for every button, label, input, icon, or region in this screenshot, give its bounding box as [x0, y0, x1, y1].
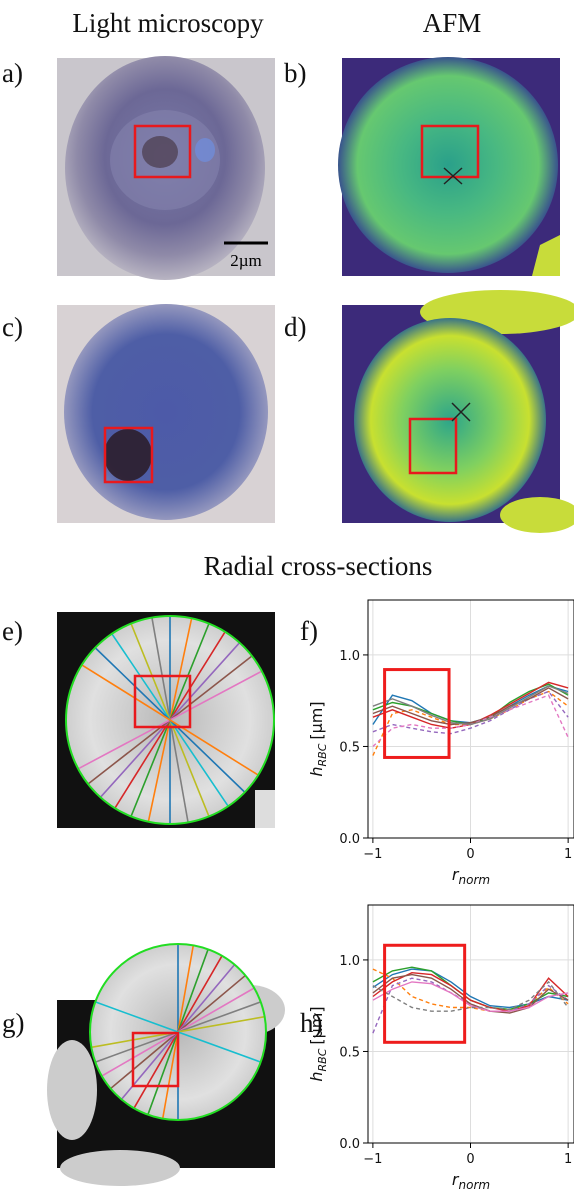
series-line: [372, 981, 569, 1012]
label-unit: [µm]: [307, 1006, 326, 1044]
label-sub: RBC: [316, 743, 329, 766]
cell-outline: [89, 943, 267, 1121]
radial-line: [81, 664, 259, 776]
label-sub: RBC: [316, 1048, 329, 1071]
highlight-box: [383, 943, 467, 1044]
y-axis-label: hRBC [µm]: [307, 701, 329, 776]
image-b: [338, 57, 560, 276]
image-d: [342, 290, 574, 533]
y-tick-label: 1.0: [339, 954, 360, 969]
y-tick-label: 0.5: [339, 1045, 360, 1060]
y-tick-label: 0.0: [339, 1137, 360, 1152]
panel-label: a): [2, 58, 23, 88]
axes-frame: [367, 599, 574, 839]
y-axis-label: hRBC [µm]: [307, 1006, 329, 1081]
cell-outline: [65, 615, 275, 825]
panel-label: f): [300, 616, 318, 646]
image-a: 2µm: [57, 56, 275, 280]
y-tick-label: 0.0: [339, 832, 360, 847]
image-g: [47, 943, 285, 1186]
label-unit: [µm]: [307, 701, 326, 739]
axes-frame: [367, 904, 574, 1144]
x-axis-label: rnorm: [452, 865, 490, 887]
y-tick-label: 0.5: [339, 740, 360, 755]
panel-label: c): [2, 312, 23, 342]
highlight-box: [383, 668, 451, 759]
series-line: [372, 685, 569, 726]
x-tick-label: −1: [363, 847, 382, 862]
series-line: [372, 977, 569, 1034]
panel-label: e): [2, 616, 23, 646]
panel-label: d): [284, 312, 307, 342]
scale-bar-label: 2µm: [230, 251, 262, 270]
image-e: [57, 612, 275, 828]
label-main: r: [452, 1170, 460, 1189]
panel-label: b): [284, 58, 307, 88]
x-tick-label: 0: [466, 1152, 474, 1167]
image-c: [57, 304, 275, 523]
label-main: h: [307, 766, 326, 776]
series-line: [372, 973, 569, 1014]
panel-label: g): [2, 1008, 25, 1038]
highlight-box: [131, 1031, 180, 1088]
x-tick-label: 1: [564, 847, 572, 862]
y-tick-label: 1.0: [339, 649, 360, 664]
highlight-box: [133, 674, 192, 729]
label-main: h: [307, 1071, 326, 1081]
column-title: Light microscopy: [72, 8, 264, 38]
x-axis-label: rnorm: [452, 1170, 490, 1192]
label-main: r: [452, 865, 460, 884]
series-line: [372, 687, 569, 726]
x-tick-label: 0: [466, 847, 474, 862]
column-title: AFM: [423, 8, 482, 38]
line-chart: −1 0 1 0.0 0.5 1.0 rnorm hRBC [µm]: [307, 904, 574, 1192]
series-line: [372, 980, 569, 1012]
x-tick-label: −1: [363, 1152, 382, 1167]
section-title: Radial cross-sections: [204, 551, 433, 581]
label-sub: norm: [459, 1178, 491, 1192]
series-line: [372, 690, 569, 735]
label-sub: norm: [459, 873, 491, 887]
x-tick-label: 1: [564, 1152, 572, 1167]
line-chart: −1 0 1 0.0 0.5 1.0 rnorm hRBC [µm]: [307, 599, 574, 887]
panel-label: h): [300, 1008, 323, 1038]
